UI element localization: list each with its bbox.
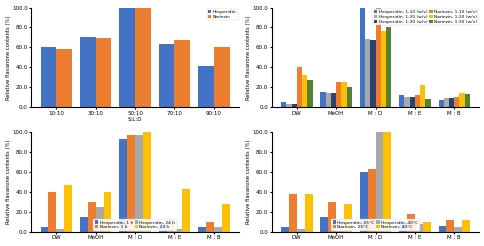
Bar (330, 93, 335, 107)
Bar (296, 67, 302, 107)
Bar (424, 99, 430, 107)
Bar (382, 132, 391, 232)
Bar (438, 100, 443, 107)
Bar (343, 204, 351, 232)
Bar (286, 104, 291, 107)
Bar (335, 219, 343, 232)
Y-axis label: Relative flavanone contents (%): Relative flavanone contents (%) (5, 15, 11, 100)
Bar (80, 37, 95, 107)
Bar (143, 132, 151, 232)
Bar (174, 229, 182, 232)
X-axis label: S:L:D: S:L:D (128, 117, 142, 122)
Bar (414, 224, 422, 232)
Bar (375, 8, 380, 107)
Bar (409, 97, 414, 107)
Bar (221, 204, 229, 232)
Bar (280, 227, 288, 232)
Bar (398, 95, 404, 107)
Bar (197, 227, 206, 232)
Bar (454, 227, 461, 232)
Bar (119, 139, 127, 232)
Bar (385, 28, 391, 107)
Bar (213, 227, 221, 232)
Bar (325, 93, 330, 107)
Bar (206, 222, 213, 232)
Bar (422, 222, 430, 232)
Bar (398, 222, 406, 232)
Bar (448, 98, 454, 107)
Bar (443, 98, 448, 107)
Bar (380, 31, 385, 107)
Bar (367, 169, 375, 232)
Bar (375, 132, 382, 232)
Bar (197, 66, 213, 107)
Legend: Hesperidin, Narinzin: Hesperidin, Narinzin (206, 9, 237, 20)
Bar (304, 194, 312, 232)
Bar (158, 224, 166, 232)
Bar (95, 207, 104, 232)
Bar (302, 75, 307, 107)
Bar (438, 226, 445, 232)
Bar (41, 47, 56, 107)
Bar (328, 202, 335, 232)
Bar (320, 92, 325, 107)
Bar (174, 40, 190, 107)
Y-axis label: Relative flavanone contents (%): Relative flavanone contents (%) (5, 140, 11, 224)
Legend: Hesperidin, 1 h, Narinzin, 1 h, Hesperidin, 24 h, Narinzin, 24 h: Hesperidin, 1 h, Narinzin, 1 h, Hesperid… (93, 219, 177, 231)
Bar (104, 192, 111, 232)
Bar (320, 217, 328, 232)
Y-axis label: Relative flavanone contents (%): Relative flavanone contents (%) (245, 15, 250, 100)
Bar (166, 219, 174, 232)
Bar (291, 104, 296, 107)
Bar (341, 82, 346, 107)
Legend: Hesperidin, 1:10 (w/v), Hesperidin, 1:20 (w/v), Hesperidin, 1:30 (w/v), Narinzin: Hesperidin, 1:10 (w/v), Hesperidin, 1:20… (372, 9, 477, 25)
Bar (445, 220, 454, 232)
Bar (369, 40, 375, 107)
Bar (461, 220, 469, 232)
Bar (280, 102, 286, 107)
Bar (213, 47, 229, 107)
Bar (307, 80, 312, 107)
Bar (346, 87, 351, 107)
Bar (158, 45, 174, 107)
Bar (406, 214, 414, 232)
Bar (458, 93, 464, 107)
Bar (335, 82, 341, 107)
Bar (296, 229, 304, 232)
Bar (88, 202, 95, 232)
Bar (182, 189, 190, 232)
Bar (64, 185, 72, 232)
Bar (56, 49, 72, 107)
Y-axis label: Relative flavanone contents (%): Relative flavanone contents (%) (245, 140, 250, 224)
Bar (454, 97, 458, 107)
Bar (359, 172, 367, 232)
Bar (359, 8, 364, 107)
Bar (41, 227, 48, 232)
Bar (404, 97, 409, 107)
Bar (80, 217, 88, 232)
Bar (56, 229, 64, 232)
Bar (119, 8, 135, 107)
Bar (419, 85, 424, 107)
Legend: Hesperidin, 25°C, Narinzin, 25°C, Hesperidin, 40°C, Narinzin, 40°C: Hesperidin, 25°C, Narinzin, 25°C, Hesper… (331, 219, 419, 231)
Bar (414, 95, 419, 107)
Bar (48, 192, 56, 232)
Bar (135, 8, 151, 107)
Bar (127, 135, 135, 232)
Bar (288, 194, 296, 232)
Bar (364, 39, 369, 107)
Bar (464, 94, 469, 107)
Bar (135, 135, 143, 232)
Bar (95, 38, 111, 107)
